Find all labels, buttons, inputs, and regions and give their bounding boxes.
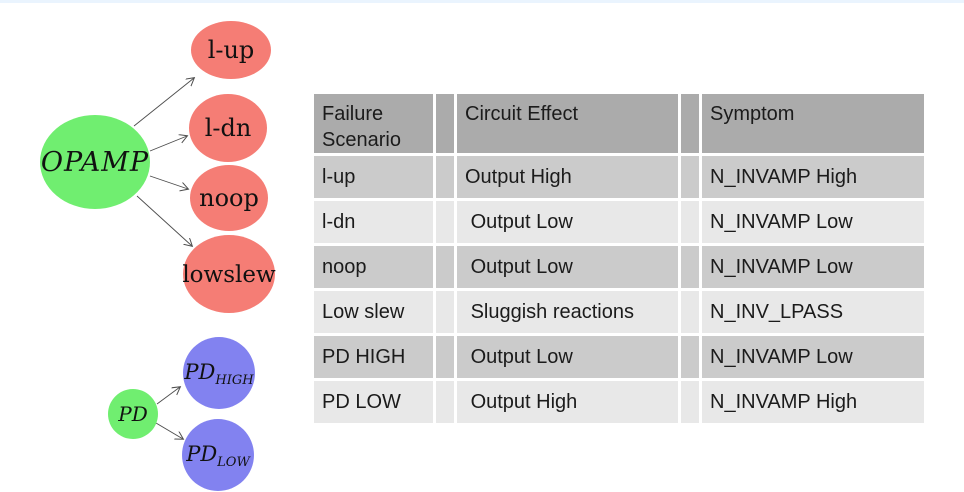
pdlow-label-sub: LOW (216, 455, 251, 470)
cell-effect-pdlow: Output High (457, 381, 678, 423)
lup-label: l-up (208, 36, 255, 64)
spacer-cell (436, 336, 454, 378)
cell-symptom-pdhigh: N_INVAMP Low (702, 336, 924, 378)
pdlow-node (182, 419, 254, 491)
failure-symptom-table: Failure Scenario Circuit Effect Symptom … (314, 94, 924, 423)
header-symptom: Symptom (702, 94, 924, 153)
header-circuit-effect: Circuit Effect (457, 94, 678, 153)
pdhigh-label-base: PD (183, 360, 215, 384)
pdhigh-label: PDHIGH (183, 360, 254, 388)
pdhigh-node (183, 337, 255, 409)
cell-effect-lup: Output High (457, 156, 678, 198)
top-accent-strip (0, 0, 964, 3)
header-failure-scenario: Failure Scenario (314, 94, 433, 153)
lowslew-node (183, 235, 275, 313)
cell-scenario-pdhigh: PD HIGH (314, 336, 433, 378)
header-spacer-2 (681, 94, 699, 153)
cell-effect-pdhigh: Output Low (457, 336, 678, 378)
arrow-opamp-to-noop (149, 175, 188, 189)
pd-node (108, 389, 158, 439)
cell-effect-noop: Output Low (457, 246, 678, 288)
spacer-cell (681, 291, 699, 333)
spacer-cell (681, 201, 699, 243)
cell-effect-ldn: Output Low (457, 201, 678, 243)
spacer-cell (681, 381, 699, 423)
opamp-node (40, 115, 150, 209)
spacer-cell (436, 291, 454, 333)
arrow-pd-to-pdlow (155, 422, 183, 439)
pdhigh-label-sub: HIGH (214, 373, 254, 388)
arrow-opamp-to-lowslew (136, 195, 192, 246)
opamp-label: OPAMP (41, 147, 149, 178)
noop-node (190, 165, 268, 231)
cell-scenario-pdlow: PD LOW (314, 381, 433, 423)
spacer-cell (436, 156, 454, 198)
arrow-opamp-to-lup (133, 78, 194, 127)
spacer-cell (681, 336, 699, 378)
cell-scenario-noop: noop (314, 246, 433, 288)
cell-scenario-lowslew: Low slew (314, 291, 433, 333)
arrow-opamp-to-ldn (149, 136, 187, 152)
pd-label: PD (117, 402, 148, 426)
arrow-pd-to-pdhigh (156, 387, 180, 405)
spacer-cell (681, 156, 699, 198)
pdlow-label-base: PD (185, 442, 217, 466)
cell-symptom-lup: N_INVAMP High (702, 156, 924, 198)
cell-scenario-lup: l-up (314, 156, 433, 198)
noop-label: noop (199, 184, 259, 212)
ldn-label: l-dn (205, 114, 252, 142)
spacer-cell (436, 381, 454, 423)
cell-symptom-ldn: N_INVAMP Low (702, 201, 924, 243)
header-spacer-1 (436, 94, 454, 153)
cell-symptom-pdlow: N_INVAMP High (702, 381, 924, 423)
spacer-cell (436, 201, 454, 243)
lup-node (191, 21, 271, 79)
pdlow-label: PDLOW (185, 442, 251, 470)
cell-scenario-ldn: l-dn (314, 201, 433, 243)
spacer-cell (436, 246, 454, 288)
spacer-cell (681, 246, 699, 288)
lowslew-label: lowslew (182, 262, 276, 288)
cell-symptom-noop: N_INVAMP Low (702, 246, 924, 288)
failure-mode-diagram: OPAMP l-up l-dn noop lowslew PD PDHIGH P… (40, 21, 276, 491)
cell-effect-lowslew: Sluggish reactions (457, 291, 678, 333)
cell-symptom-lowslew: N_INV_LPASS (702, 291, 924, 333)
ldn-node (189, 94, 267, 162)
